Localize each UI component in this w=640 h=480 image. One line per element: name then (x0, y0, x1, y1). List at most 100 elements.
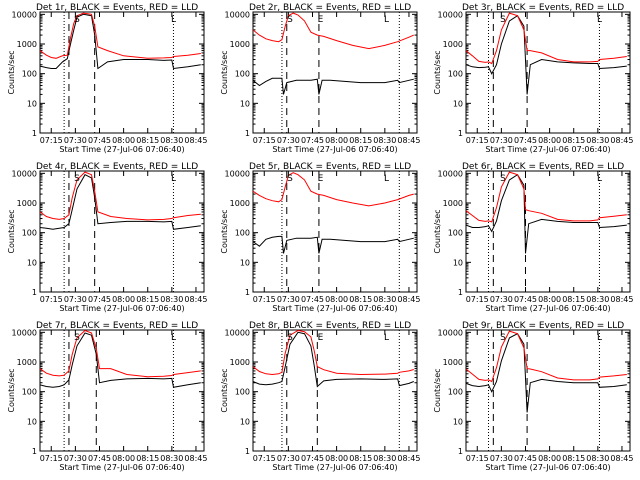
plot-frame (252, 329, 418, 452)
x-tick-label: 08:00 (538, 454, 561, 463)
flag-E: E (318, 333, 324, 343)
y-tick-label: 10000 (12, 169, 37, 178)
x-tick-label: 07:30 (277, 454, 300, 463)
flag-L: L (597, 15, 602, 25)
x-tick-label: 08:15 (136, 136, 159, 145)
lld-series-line (40, 330, 201, 378)
plot-frame (465, 329, 631, 452)
y-tick-label: 1 (245, 129, 250, 138)
flag-L: L (384, 333, 389, 343)
y-tick-label: 1000 (443, 199, 463, 208)
y-axis-label: Counts/sec (7, 50, 16, 94)
flag-L: L (171, 174, 176, 184)
panel-3: Det 3r, BLACK = Events, RED = LLD 1 10 100 1… (433, 3, 633, 154)
x-tick-label: 08:30 (586, 295, 609, 304)
x-tick-label: 08:30 (586, 454, 609, 463)
x-tick-label: 08:45 (184, 136, 207, 145)
y-tick-label: 10000 (225, 328, 250, 337)
y-axis-label: Counts/sec (433, 368, 442, 412)
plot-frame (252, 11, 418, 134)
lld-series-line (40, 12, 201, 59)
x-tick-label: 08:00 (112, 295, 135, 304)
y-axis-label: Counts/sec (7, 368, 16, 412)
panel-9: Det 9r, BLACK = Events, RED = LLD 1 10 100 1… (433, 321, 633, 472)
x-tick-label: 08:15 (562, 454, 585, 463)
x-tick-label: 07:15 (40, 136, 63, 145)
y-tick-label: 10 (240, 99, 250, 108)
panel-title: Det 9r, BLACK = Events, RED = LLD (462, 321, 624, 331)
y-tick-label: 1 (32, 447, 37, 456)
x-tick-label: 08:15 (349, 136, 372, 145)
y-tick-label: 10000 (12, 10, 37, 19)
y-tick-label: 10000 (225, 10, 250, 19)
x-tick-label: 08:30 (373, 136, 396, 145)
y-tick-label: 1 (245, 447, 250, 456)
plot-frame (465, 11, 631, 134)
y-tick-label: 100 (22, 229, 37, 238)
y-axis-label: Counts/sec (433, 50, 442, 94)
y-tick-label: 100 (448, 388, 463, 397)
lld-series-line (466, 171, 627, 223)
y-tick-label: 1 (32, 129, 37, 138)
y-tick-label: 10000 (438, 10, 463, 19)
y-tick-label: 10 (240, 417, 250, 426)
plot-frame (465, 170, 631, 293)
x-tick-label: 07:30 (277, 136, 300, 145)
y-tick-label: 1000 (17, 40, 37, 49)
x-tick-label: 08:45 (610, 136, 633, 145)
x-tick-label: 07:45 (88, 454, 111, 463)
x-tick-label: 07:45 (514, 454, 537, 463)
x-tick-label: 07:15 (466, 295, 489, 304)
flag-S: S (287, 333, 293, 343)
y-tick-label: 100 (448, 70, 463, 79)
x-tick-label: 08:00 (325, 136, 348, 145)
x-axis-label: Start Time (27-Jul-06 07:06:40) (59, 145, 184, 154)
y-tick-label: 10 (453, 258, 463, 267)
events-series-line (253, 77, 414, 95)
x-axis-label: Start Time (27-Jul-06 07:06:40) (485, 463, 610, 472)
events-series-line (253, 331, 414, 388)
lld-series-line (253, 330, 414, 376)
x-tick-label: 08:30 (586, 136, 609, 145)
panel-8: Det 8r, BLACK = Events, RED = LLD 1 10 100 1… (220, 321, 420, 472)
x-tick-label: 08:15 (562, 295, 585, 304)
x-tick-label: 08:30 (373, 295, 396, 304)
y-tick-label: 10000 (438, 169, 463, 178)
panel-6: Det 6r, BLACK = Events, RED = LLD 1 10 100 1… (433, 162, 633, 313)
lld-series-line (40, 171, 201, 221)
x-axis-label: Start Time (27-Jul-06 07:06:40) (272, 463, 397, 472)
y-tick-label: 10 (453, 417, 463, 426)
flag-L: L (171, 15, 176, 25)
y-tick-label: 1 (458, 447, 463, 456)
x-tick-label: 07:30 (64, 454, 87, 463)
x-axis-label: Start Time (27-Jul-06 07:06:40) (272, 145, 397, 154)
x-tick-label: 08:45 (610, 454, 633, 463)
flag-L: L (171, 333, 176, 343)
y-tick-label: 10000 (438, 328, 463, 337)
lld-series-line (253, 12, 415, 50)
x-tick-label: 07:30 (277, 295, 300, 304)
events-series-line (466, 174, 627, 254)
y-tick-label: 1000 (443, 358, 463, 367)
panel-5: Det 5r, BLACK = Events, RED = LLD 1 10 100 1… (220, 162, 420, 313)
panel-4: Det 4r, BLACK = Events, RED = LLD 1 10 100 1… (7, 162, 207, 313)
x-axis-label: Start Time (27-Jul-06 07:06:40) (485, 304, 610, 313)
flag-L: L (384, 15, 389, 25)
x-tick-label: 07:45 (88, 295, 111, 304)
flag-L: L (384, 174, 389, 184)
x-axis-label: Start Time (27-Jul-06 07:06:40) (59, 463, 184, 472)
flag-S: S (500, 174, 506, 184)
panel-title: Det 7r, BLACK = Events, RED = LLD (36, 321, 198, 331)
x-tick-label: 07:15 (466, 136, 489, 145)
x-tick-label: 07:45 (514, 295, 537, 304)
panel-title: Det 6r, BLACK = Events, RED = LLD (462, 162, 624, 172)
x-tick-label: 08:00 (325, 295, 348, 304)
panel-2: Det 2r, BLACK = Events, RED = LLD 1 10 100 1… (220, 3, 420, 154)
x-tick-label: 07:45 (301, 136, 324, 145)
y-tick-label: 1 (458, 288, 463, 297)
x-tick-label: 08:15 (136, 295, 159, 304)
x-axis-label: Start Time (27-Jul-06 07:06:40) (59, 304, 184, 313)
y-tick-label: 10 (27, 417, 37, 426)
x-tick-label: 08:15 (349, 295, 372, 304)
